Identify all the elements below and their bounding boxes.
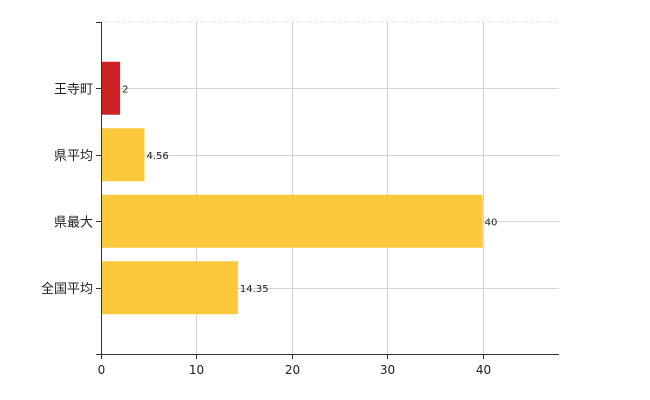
bar-0 <box>102 61 121 115</box>
data-label-1: 4.56 <box>147 151 169 162</box>
x-tick-label-1: 10 <box>189 363 204 377</box>
category-label-0: 王寺町 <box>54 82 93 97</box>
data-label-3: 14.35 <box>240 284 269 295</box>
category-label-1: 県平均 <box>54 149 93 164</box>
category-label-3: 全国平均 <box>41 281 93 297</box>
bars <box>102 61 483 315</box>
category-label-2: 県最大 <box>54 215 93 230</box>
x-tick-label-0: 0 <box>98 363 106 377</box>
x-tick-label-4: 40 <box>476 363 491 377</box>
data-label-0: 2 <box>122 84 128 95</box>
grid-lines <box>101 21 559 354</box>
bar-2 <box>102 194 483 248</box>
bar-3 <box>102 261 238 315</box>
x-tick-label-2: 20 <box>285 363 300 377</box>
data-label-2: 40 <box>485 217 498 228</box>
x-tick-label-3: 30 <box>380 363 395 377</box>
axes <box>96 22 559 359</box>
bar-1 <box>102 128 145 182</box>
